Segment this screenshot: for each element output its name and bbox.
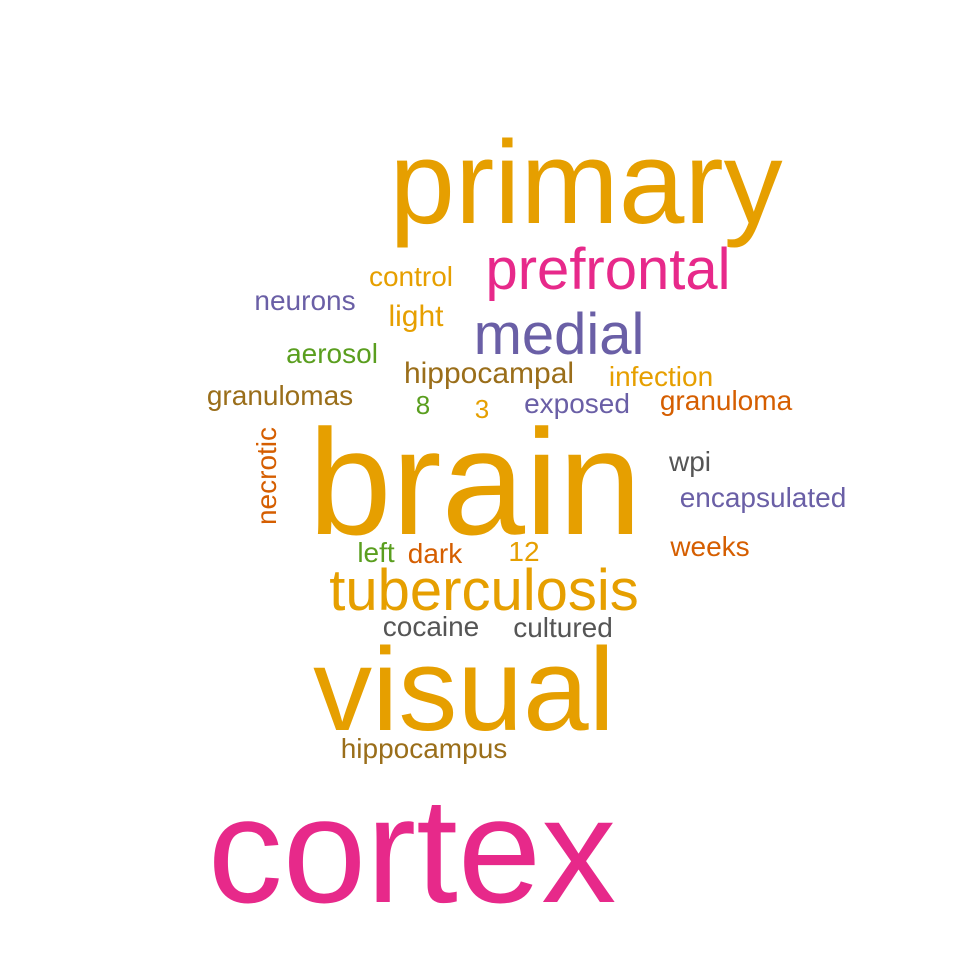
word-visual: visual xyxy=(313,624,615,756)
word-tuberculosis: tuberculosis xyxy=(329,558,639,623)
word-dark: dark xyxy=(407,538,463,569)
word-hippocampal: hippocampal xyxy=(403,357,575,390)
word-control: control xyxy=(368,261,454,292)
word-left: left xyxy=(357,537,395,568)
word-weeks: weeks xyxy=(670,531,750,562)
word-brain: brain xyxy=(308,398,642,566)
word-granulomas: granulomas xyxy=(206,380,354,411)
word-8: 8 xyxy=(415,390,431,420)
word-light: light xyxy=(388,300,444,333)
word-infection: infection xyxy=(608,361,714,392)
word-aerosol: aerosol xyxy=(286,338,378,369)
word-cortex: cortex xyxy=(207,766,617,934)
word-primary: primary xyxy=(389,117,783,249)
word-exposed: exposed xyxy=(524,388,630,419)
word-prefrontal: prefrontal xyxy=(485,237,731,302)
word-granuloma: granuloma xyxy=(659,385,793,416)
word-12: 12 xyxy=(508,536,540,567)
word-3: 3 xyxy=(474,394,490,424)
word-encapsulated: encapsulated xyxy=(679,482,847,513)
word-cocaine: cocaine xyxy=(382,611,480,642)
word-medial: medial xyxy=(473,302,645,367)
word-necrotic: necrotic xyxy=(251,426,282,526)
word-neurons: neurons xyxy=(254,285,356,316)
word-cultured: cultured xyxy=(513,612,613,643)
word-hippocampus: hippocampus xyxy=(340,733,508,764)
word-wpi: wpi xyxy=(668,446,712,477)
